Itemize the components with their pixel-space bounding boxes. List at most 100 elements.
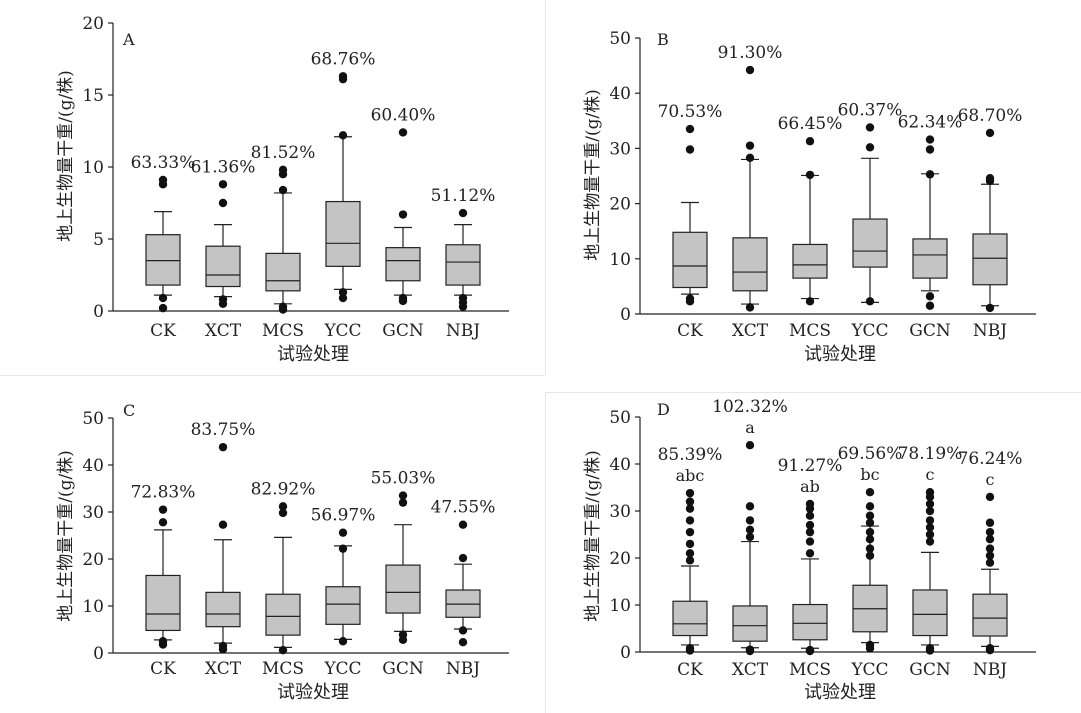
- y-tick-label: 0: [620, 305, 631, 325]
- box: [145, 574, 181, 632]
- box-group-mcs: [265, 165, 301, 314]
- panel-C: 0 10 20 30 40 50 地上生物量干重/(g/株) C 试验处理 CK 72.83% XCT…: [56, 401, 509, 703]
- x-tick-label: MCS: [789, 660, 831, 680]
- outlier-point: [338, 544, 348, 553]
- outlier-point: [398, 210, 408, 219]
- outlier-point: [745, 525, 755, 534]
- outlier-point: [458, 520, 468, 529]
- outlier-point: [685, 527, 695, 537]
- outlier-point: [745, 141, 755, 150]
- outlier-point: [865, 544, 875, 553]
- outlier-point: [278, 165, 288, 175]
- cv-label: 68.70%: [958, 106, 1023, 126]
- box: [972, 233, 1008, 286]
- cv-label: 70.53%: [658, 102, 723, 122]
- outlier-point: [158, 518, 168, 527]
- y-tick-label: 0: [620, 643, 631, 663]
- outlier-point: [218, 295, 228, 304]
- box: [792, 603, 828, 641]
- outlier-point: [278, 185, 288, 195]
- cv-label: 82.92%: [251, 479, 316, 499]
- box-group-ycc: [325, 528, 361, 646]
- outlier-point: [338, 293, 348, 303]
- outlier-point: [925, 135, 935, 144]
- outlier-point: [338, 72, 348, 81]
- outlier-point: [805, 511, 815, 520]
- outlier-point: [458, 637, 468, 647]
- cv-label: 72.83%: [131, 483, 196, 503]
- outlier-point: [685, 539, 695, 549]
- box: [445, 244, 481, 286]
- y-tick-label: 20: [609, 549, 631, 569]
- significance-label: c: [926, 465, 935, 484]
- outlier-point: [985, 492, 995, 502]
- outlier-point: [685, 124, 695, 134]
- x-tick-label: NBJ: [446, 659, 480, 679]
- x-tick-label: GCN: [382, 659, 424, 679]
- outlier-point: [925, 499, 935, 509]
- outlier-point: [805, 645, 815, 655]
- cv-label: 61.36%: [191, 157, 256, 177]
- x-axis-label: 试验处理: [277, 344, 349, 365]
- outlier-point: [925, 506, 935, 516]
- y-tick-label: 50: [82, 409, 104, 429]
- outlier-point: [745, 65, 755, 75]
- outlier-point: [985, 551, 995, 560]
- outlier-point: [218, 442, 228, 452]
- x-tick-label: GCN: [909, 660, 951, 680]
- outlier-point: [865, 297, 875, 306]
- outlier-point: [338, 528, 348, 537]
- panel-label: D: [657, 400, 670, 419]
- box: [912, 589, 948, 637]
- box: [732, 605, 768, 642]
- outlier-point: [278, 302, 288, 311]
- outlier-point: [278, 502, 288, 511]
- cv-label: 63.33%: [131, 153, 196, 173]
- box-group-ycc: [852, 123, 888, 306]
- outlier-point: [458, 626, 468, 635]
- outlier-point: [865, 488, 875, 497]
- outlier-point: [925, 301, 935, 310]
- outlier-point: [685, 488, 695, 498]
- x-axis-label: 试验处理: [804, 682, 876, 703]
- box: [205, 591, 241, 628]
- outlier-point: [338, 131, 348, 140]
- box: [792, 243, 828, 279]
- cv-label: 76.24%: [958, 449, 1023, 469]
- outlier-point: [865, 640, 875, 650]
- y-tick-label: 15: [82, 86, 104, 106]
- x-tick-label: XCT: [205, 659, 242, 679]
- y-tick-label: 20: [82, 14, 104, 34]
- panel-A: 0 5 10 15 20 地上生物量干重/(g/株) A 试验处理 CK 63.33% XCT 61.…: [56, 14, 509, 365]
- cv-label: 69.56%: [838, 444, 903, 464]
- outlier-point: [398, 491, 408, 500]
- outlier-point: [158, 637, 168, 646]
- x-tick-label: GCN: [909, 321, 951, 341]
- y-tick-label: 10: [609, 596, 631, 616]
- outlier-point: [745, 441, 755, 450]
- x-tick-label: CK: [677, 321, 703, 341]
- outlier-point: [745, 303, 755, 312]
- x-tick-label: MCS: [789, 321, 831, 341]
- box: [732, 237, 768, 292]
- outlier-point: [925, 488, 935, 497]
- box-group-gcn: [385, 128, 421, 306]
- outlier-point: [985, 518, 995, 527]
- outlier-point: [398, 293, 408, 303]
- outlier-point: [745, 153, 755, 162]
- x-axis-label: 试验处理: [277, 682, 349, 703]
- outlier-point: [865, 143, 875, 152]
- box-group-gcn: [385, 491, 421, 645]
- outlier-point: [338, 288, 348, 297]
- box-group-gcn: [912, 488, 948, 655]
- y-tick-label: 30: [609, 139, 631, 159]
- outlier-point: [685, 497, 695, 506]
- outlier-point: [865, 551, 875, 560]
- cv-label: 68.76%: [311, 49, 376, 69]
- outlier-point: [865, 518, 875, 527]
- outlier-point: [805, 137, 815, 146]
- outlier-point: [865, 535, 875, 544]
- panel-label: B: [657, 30, 669, 49]
- box-group-ck: [672, 124, 708, 306]
- cv-label: 83.75%: [191, 420, 256, 440]
